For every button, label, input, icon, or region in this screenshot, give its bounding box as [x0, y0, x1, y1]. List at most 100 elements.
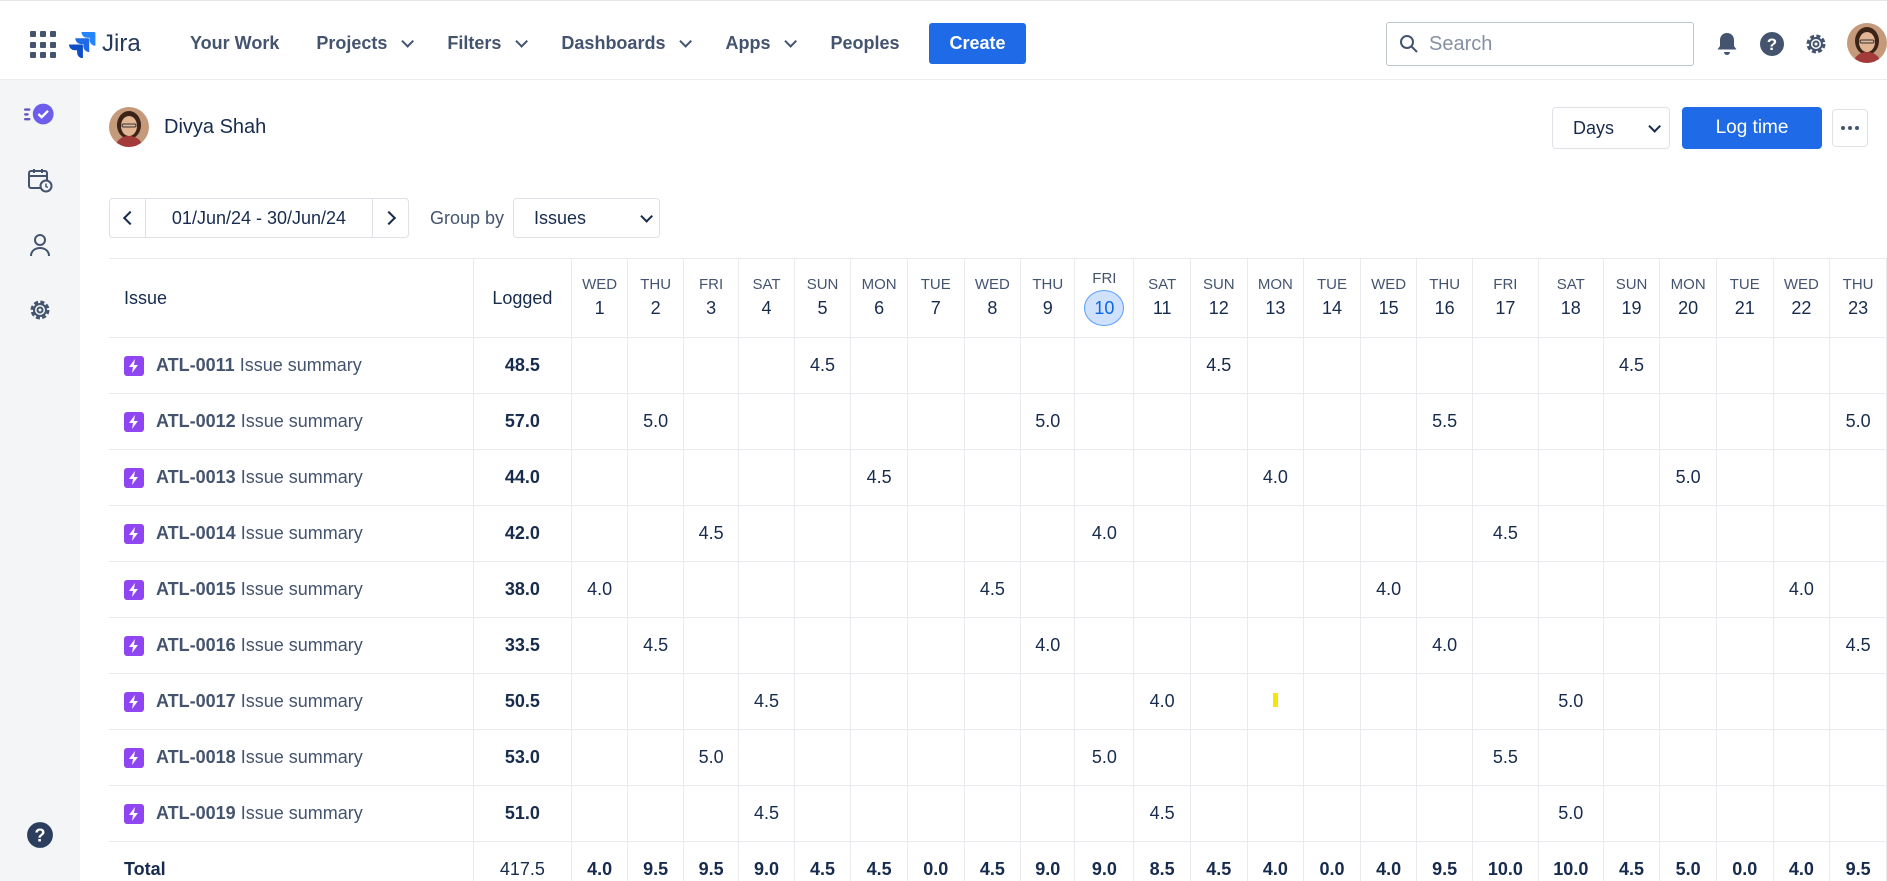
- time-cell[interactable]: [1189, 505, 1248, 562]
- time-cell[interactable]: [570, 617, 629, 674]
- search-input[interactable]: [1429, 32, 1669, 56]
- settings-icon[interactable]: [24, 294, 56, 326]
- time-cell[interactable]: [1715, 505, 1774, 562]
- time-cell[interactable]: [738, 617, 795, 674]
- time-cell[interactable]: [1303, 561, 1361, 618]
- time-cell[interactable]: [1537, 617, 1604, 674]
- time-cell[interactable]: [1359, 617, 1418, 674]
- issue-cell[interactable]: ATL-0016 Issue summary: [109, 617, 474, 674]
- time-cell[interactable]: [1303, 785, 1361, 842]
- jira-logo[interactable]: Jira: [68, 27, 141, 61]
- time-cell[interactable]: [1772, 785, 1831, 842]
- time-cell[interactable]: [682, 785, 740, 842]
- time-cell[interactable]: [1303, 393, 1361, 450]
- time-cell[interactable]: [1659, 729, 1717, 786]
- time-cell[interactable]: [1074, 337, 1135, 394]
- time-cell[interactable]: [1829, 337, 1887, 394]
- time-cell[interactable]: [682, 673, 740, 730]
- time-cell[interactable]: [1471, 337, 1539, 394]
- issue-cell[interactable]: ATL-0014 Issue summary: [109, 505, 474, 562]
- bell-icon[interactable]: [1712, 29, 1742, 59]
- time-cell[interactable]: [682, 617, 740, 674]
- time-cell[interactable]: [570, 505, 629, 562]
- issue-cell[interactable]: ATL-0012 Issue summary: [109, 393, 474, 450]
- time-cell[interactable]: 4.0: [1246, 449, 1305, 506]
- time-cell[interactable]: [1471, 785, 1539, 842]
- time-cell[interactable]: [1189, 561, 1248, 618]
- time-cell[interactable]: 4.0: [1020, 617, 1076, 674]
- profile-avatar[interactable]: [1847, 23, 1887, 63]
- time-cell[interactable]: [1359, 337, 1418, 394]
- time-cell[interactable]: [1359, 785, 1418, 842]
- table-row[interactable]: ATL-0017 Issue summary 50.5 4.5 4.0 5.0: [109, 673, 1887, 730]
- time-cell[interactable]: [1715, 729, 1774, 786]
- time-cell[interactable]: [963, 449, 1022, 506]
- time-cell[interactable]: 5.0: [1659, 449, 1717, 506]
- time-cell[interactable]: [627, 505, 684, 562]
- time-cell[interactable]: [906, 337, 965, 394]
- time-cell[interactable]: 5.0: [1537, 785, 1604, 842]
- time-cell[interactable]: [963, 673, 1022, 730]
- time-cell[interactable]: [1416, 673, 1473, 730]
- time-cell[interactable]: [1246, 785, 1305, 842]
- time-cell[interactable]: [793, 729, 852, 786]
- time-cell[interactable]: 4.0: [1772, 561, 1831, 618]
- time-cell[interactable]: [738, 561, 795, 618]
- time-cell[interactable]: [682, 337, 740, 394]
- time-cell[interactable]: [1537, 729, 1604, 786]
- time-cell[interactable]: [1829, 785, 1887, 842]
- time-cell[interactable]: [906, 561, 965, 618]
- issue-cell[interactable]: ATL-0011 Issue summary: [109, 337, 474, 394]
- time-cell[interactable]: [570, 449, 629, 506]
- time-cell[interactable]: [1416, 785, 1473, 842]
- time-cell[interactable]: [793, 673, 852, 730]
- time-cell[interactable]: [570, 729, 629, 786]
- time-cell[interactable]: [1020, 561, 1076, 618]
- time-cell[interactable]: [1133, 729, 1191, 786]
- time-cell[interactable]: [1133, 449, 1191, 506]
- time-cell[interactable]: 4.5: [1471, 505, 1539, 562]
- time-cell[interactable]: [850, 393, 908, 450]
- time-cell[interactable]: 5.0: [1020, 393, 1076, 450]
- issue-link[interactable]: ATL-0017 Issue summary: [124, 691, 473, 712]
- time-cell[interactable]: 5.0: [1537, 673, 1604, 730]
- time-cell[interactable]: [1772, 617, 1831, 674]
- time-cell[interactable]: [1133, 617, 1191, 674]
- issue-cell[interactable]: ATL-0015 Issue summary: [109, 561, 474, 618]
- time-cell[interactable]: [1303, 337, 1361, 394]
- group-by-select[interactable]: Issues: [513, 198, 660, 238]
- time-cell[interactable]: [1246, 673, 1305, 730]
- time-cell[interactable]: [1537, 505, 1604, 562]
- time-cell[interactable]: 5.5: [1416, 393, 1473, 450]
- time-cell[interactable]: [1359, 673, 1418, 730]
- time-cell[interactable]: [1829, 673, 1887, 730]
- time-cell[interactable]: [1659, 785, 1717, 842]
- time-cell[interactable]: [1715, 673, 1774, 730]
- time-cell[interactable]: [1715, 617, 1774, 674]
- time-cell[interactable]: [1359, 393, 1418, 450]
- time-cell[interactable]: [1537, 337, 1604, 394]
- time-cell[interactable]: [1189, 673, 1248, 730]
- time-cell[interactable]: [1416, 505, 1473, 562]
- time-cell[interactable]: [1602, 561, 1661, 618]
- time-cell[interactable]: [906, 729, 965, 786]
- previous-period-button[interactable]: [110, 199, 146, 237]
- issue-link[interactable]: ATL-0011 Issue summary: [124, 355, 473, 376]
- time-cell[interactable]: [1602, 729, 1661, 786]
- more-options-button[interactable]: [1832, 109, 1868, 147]
- time-cell[interactable]: [906, 617, 965, 674]
- issue-link[interactable]: ATL-0014 Issue summary: [124, 523, 473, 544]
- time-cell[interactable]: [1246, 729, 1305, 786]
- date-range-text[interactable]: 01/Jun/24 - 30/Jun/24: [171, 207, 347, 228]
- time-cell[interactable]: [1074, 561, 1135, 618]
- time-cell[interactable]: [1189, 449, 1248, 506]
- time-cell[interactable]: [850, 673, 908, 730]
- time-cell[interactable]: [1829, 505, 1887, 562]
- issue-link[interactable]: ATL-0018 Issue summary: [124, 747, 473, 768]
- time-cell[interactable]: 5.5: [1471, 729, 1539, 786]
- time-cell[interactable]: [1659, 337, 1717, 394]
- nav-item-dashboards[interactable]: Dashboards: [561, 33, 693, 54]
- time-cell[interactable]: 5.0: [1829, 393, 1887, 450]
- time-cell[interactable]: [1602, 393, 1661, 450]
- time-cell[interactable]: 4.0: [1074, 505, 1135, 562]
